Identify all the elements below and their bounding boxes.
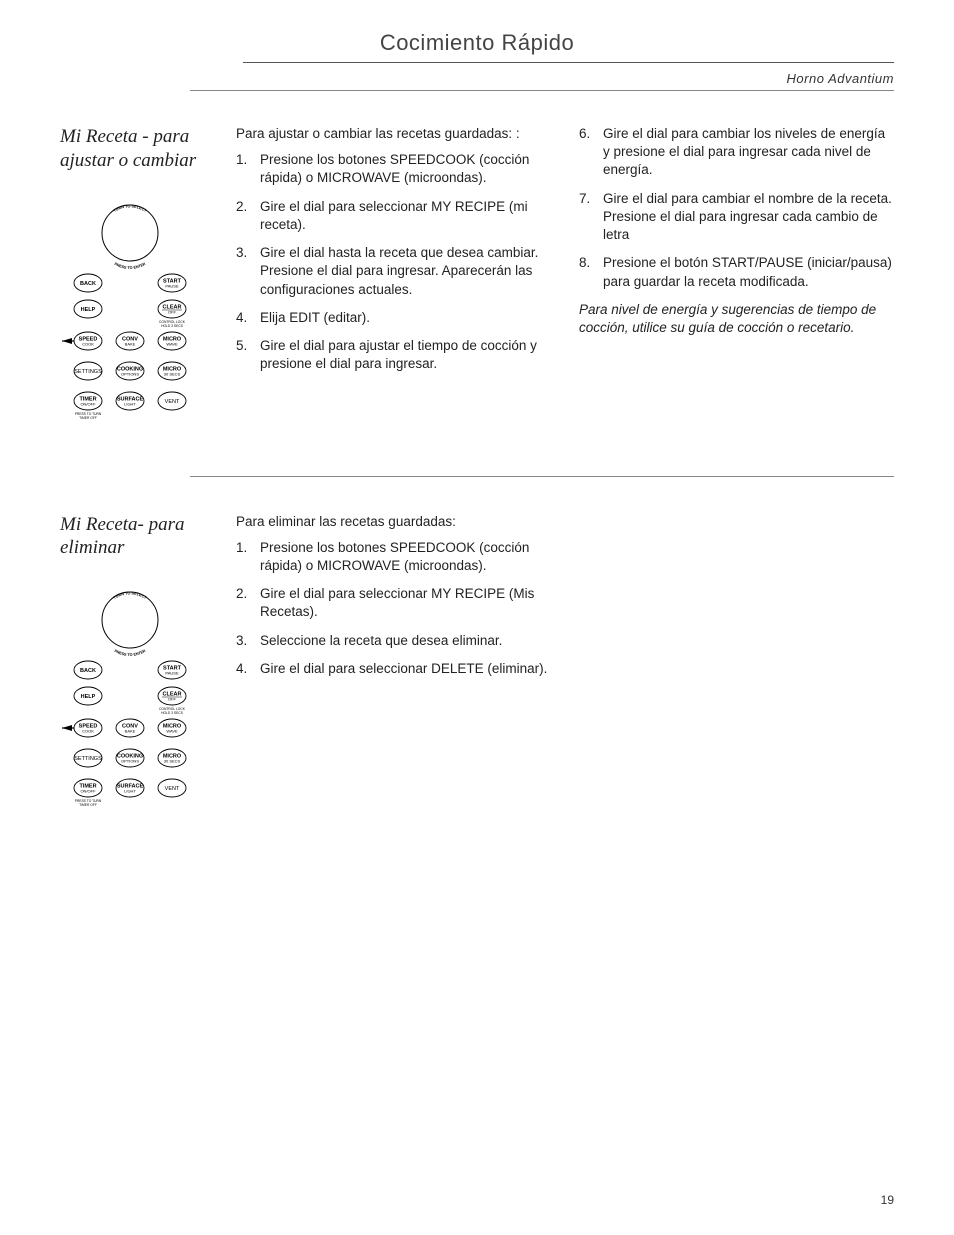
svg-text:BAKE: BAKE <box>125 729 136 734</box>
svg-text:BAKE: BAKE <box>125 341 136 346</box>
svg-text:PRESS TO ENTER: PRESS TO ENTER <box>114 649 147 657</box>
list-item: Presione los botones SPEEDCOOK (cocción … <box>236 539 551 575</box>
svg-text:OPTIONS: OPTIONS <box>121 759 139 764</box>
list-item: Gire el dial para cambiar el nombre de l… <box>579 190 894 245</box>
svg-text:HELP: HELP <box>81 694 96 700</box>
control-panel-diagram: TURN TO SELECTPRESS TO ENTERBACKSTARTPAU… <box>60 201 200 431</box>
svg-text:WAVE: WAVE <box>166 729 178 734</box>
svg-text:PRESS TO ENTER: PRESS TO ENTER <box>114 261 147 269</box>
list-item: Gire el dial para cambiar los niveles de… <box>579 125 894 180</box>
control-panel-diagram: TURN TO SELECTPRESS TO ENTERBACKSTARTPAU… <box>60 588 200 818</box>
section1-intro: Para ajustar o cambiar las recetas guard… <box>236 125 551 143</box>
section-divider <box>190 476 894 477</box>
svg-text:COOK: COOK <box>82 729 94 734</box>
section-adjust: Mi Receta - para ajustar o cambiar TURN … <box>60 125 894 436</box>
header-rule <box>243 62 894 63</box>
svg-text:PAUSE: PAUSE <box>165 671 179 676</box>
list-item: Elija EDIT (editar). <box>236 309 551 327</box>
svg-text:SETTINGS: SETTINGS <box>74 369 102 375</box>
svg-text:HOLD 3 SECS: HOLD 3 SECS <box>161 711 184 715</box>
svg-text:TIMER OFF: TIMER OFF <box>79 803 97 807</box>
svg-text:30 SECS: 30 SECS <box>164 371 181 376</box>
list-item: Gire el dial para seleccionar DELETE (el… <box>236 660 551 678</box>
list-item: Gire el dial hasta la receta que desea c… <box>236 244 551 299</box>
section1-steps-a: Presione los botones SPEEDCOOK (cocción … <box>236 151 551 373</box>
svg-text:HELP: HELP <box>81 307 96 313</box>
svg-text:LIGHT: LIGHT <box>124 401 136 406</box>
product-name: Horno Advantium <box>60 71 894 86</box>
list-item: Gire el dial para ajustar el tiempo de c… <box>236 337 551 373</box>
svg-text:ON/OFF: ON/OFF <box>80 789 96 794</box>
top-rule <box>190 90 894 91</box>
svg-text:BACK: BACK <box>80 281 96 287</box>
section2-intro: Para eliminar las recetas guardadas: <box>236 513 551 531</box>
svg-text:PAUSE: PAUSE <box>165 283 179 288</box>
page-number: 19 <box>881 1193 894 1207</box>
section1-title: Mi Receta - para ajustar o cambiar <box>60 125 210 173</box>
section1-note: Para nivel de energía y sugerencias de t… <box>579 301 894 337</box>
svg-text:BACK: BACK <box>80 668 96 674</box>
svg-text:LIGHT: LIGHT <box>124 789 136 794</box>
svg-text:ON/OFF: ON/OFF <box>80 401 96 406</box>
svg-text:OPTIONS: OPTIONS <box>121 371 139 376</box>
svg-text:WAVE: WAVE <box>166 341 178 346</box>
section2-steps-a: Presione los botones SPEEDCOOK (cocción … <box>236 539 551 678</box>
list-item: Gire el dial para seleccionar MY RECIPE … <box>236 198 551 234</box>
list-item: Seleccione la receta que desea eliminar. <box>236 632 551 650</box>
section2-title: Mi Receta- para eliminar <box>60 513 210 561</box>
svg-text:COOK: COOK <box>82 341 94 346</box>
list-item: Presione el botón START/PAUSE (iniciar/p… <box>579 254 894 290</box>
svg-text:SETTINGS: SETTINGS <box>74 756 102 762</box>
section-delete: Mi Receta- para eliminar TURN TO SELECTP… <box>60 513 894 824</box>
svg-text:30 SECS: 30 SECS <box>164 759 181 764</box>
svg-text:VENT: VENT <box>165 786 180 792</box>
section1-steps-b: Gire el dial para cambiar los niveles de… <box>579 125 894 291</box>
list-item: Presione los botones SPEEDCOOK (cocción … <box>236 151 551 187</box>
svg-text:VENT: VENT <box>165 399 180 405</box>
list-item: Gire el dial para seleccionar MY RECIPE … <box>236 585 551 621</box>
svg-text:HOLD 3 SECS: HOLD 3 SECS <box>161 324 184 328</box>
svg-text:TIMER OFF: TIMER OFF <box>79 416 97 420</box>
page-title: Cocimiento Rápido <box>60 30 894 56</box>
